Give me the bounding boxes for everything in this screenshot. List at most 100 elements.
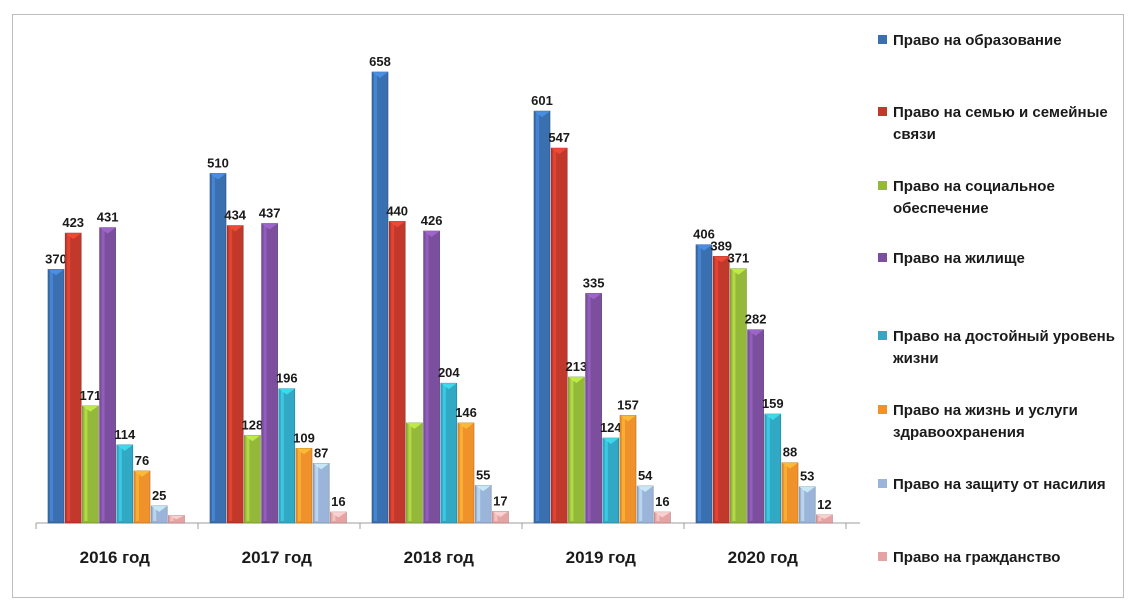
bar-cap bbox=[713, 256, 730, 263]
data-label: 196 bbox=[276, 371, 298, 386]
data-label: 213 bbox=[566, 359, 588, 374]
bar bbox=[712, 256, 730, 524]
data-label: 171 bbox=[80, 388, 102, 403]
data-label: 25 bbox=[152, 488, 166, 503]
bar-cap bbox=[406, 422, 423, 429]
bar-cap bbox=[99, 227, 116, 234]
bar bbox=[388, 221, 406, 524]
bar-highlight bbox=[622, 417, 625, 521]
data-label: 282 bbox=[745, 312, 767, 327]
data-label: 124 bbox=[600, 420, 622, 435]
bar-highlight bbox=[604, 440, 608, 521]
bar-highlight bbox=[50, 271, 53, 521]
legend-item: Право на социальное обеспечение bbox=[878, 176, 1118, 220]
bar bbox=[82, 405, 99, 524]
bar-cap bbox=[764, 414, 781, 421]
chart-frame bbox=[12, 14, 1124, 598]
bar bbox=[816, 514, 833, 524]
bar-highlight bbox=[818, 516, 822, 521]
bar bbox=[150, 505, 168, 524]
bar-highlight bbox=[263, 225, 267, 521]
legend-label: Право на семью и семейные связи bbox=[893, 104, 1108, 143]
bar-cap bbox=[244, 435, 261, 442]
bar-cap bbox=[151, 505, 168, 512]
chart-legend: Право на образование Право на семью и сем… bbox=[878, 0, 1123, 604]
bar bbox=[440, 382, 458, 524]
bar-cap bbox=[492, 511, 509, 518]
data-label: 88 bbox=[783, 445, 797, 460]
bar-cap bbox=[389, 221, 406, 228]
data-label: 423 bbox=[62, 215, 84, 230]
bar-cap bbox=[551, 148, 568, 155]
bar bbox=[747, 329, 764, 524]
bar-highlight bbox=[391, 223, 395, 522]
bar-highlight bbox=[801, 488, 805, 521]
data-label: 204 bbox=[438, 365, 460, 380]
bar-cap bbox=[782, 462, 798, 469]
bar-highlight bbox=[212, 175, 215, 521]
bar bbox=[168, 515, 185, 524]
bar-cap bbox=[330, 512, 347, 518]
bar-cap bbox=[48, 269, 64, 276]
data-label: 128 bbox=[242, 417, 264, 432]
bar-cap bbox=[261, 223, 278, 230]
legend-label: Право на жилище bbox=[893, 250, 1025, 267]
bar-highlight bbox=[784, 464, 787, 521]
bar bbox=[226, 225, 244, 524]
bar-cap bbox=[134, 470, 150, 477]
bar-cap bbox=[313, 463, 330, 470]
bar bbox=[47, 269, 65, 524]
bar-highlight bbox=[153, 507, 157, 521]
bar-cap bbox=[799, 486, 816, 493]
bar-cap bbox=[602, 438, 619, 445]
bar-highlight bbox=[715, 258, 719, 521]
data-label: 406 bbox=[693, 227, 715, 242]
legend-item: Право на достойный уровень жизни bbox=[878, 326, 1118, 370]
bar bbox=[798, 486, 816, 524]
bar-cap bbox=[296, 448, 312, 455]
bar-cap bbox=[116, 444, 133, 451]
bar-highlight bbox=[442, 385, 446, 521]
legend-swatch bbox=[878, 552, 887, 561]
category-label: 2017 год bbox=[242, 548, 313, 567]
data-label: 157 bbox=[617, 397, 639, 412]
bar-highlight bbox=[570, 379, 574, 521]
bar-cap bbox=[475, 485, 492, 492]
bar-highlight bbox=[229, 227, 233, 521]
bar bbox=[244, 434, 261, 524]
bar-cap bbox=[82, 405, 99, 412]
bar-highlight bbox=[698, 246, 701, 522]
bar-cap bbox=[534, 111, 550, 118]
data-label: 547 bbox=[548, 130, 570, 145]
bar-highlight bbox=[101, 229, 105, 522]
legend-swatch bbox=[878, 253, 887, 262]
data-label: 159 bbox=[762, 396, 784, 411]
bar-highlight bbox=[298, 450, 301, 521]
data-label: 510 bbox=[207, 155, 229, 170]
bar bbox=[330, 511, 347, 524]
bar-highlight bbox=[84, 407, 88, 521]
bar bbox=[371, 71, 389, 524]
legend-item: Право на жилище bbox=[878, 248, 1118, 270]
category-label: 2019 год bbox=[566, 548, 637, 567]
legend-swatch bbox=[878, 479, 887, 488]
data-label: 370 bbox=[45, 251, 67, 266]
legend-label: Право на жизнь и услуги здравоохранения bbox=[893, 402, 1078, 441]
data-label: 371 bbox=[728, 251, 750, 266]
bar bbox=[636, 485, 654, 524]
data-label: 12 bbox=[817, 497, 831, 512]
bar-highlight bbox=[639, 487, 643, 521]
legend-label: Право на защиту от насилия bbox=[893, 476, 1106, 493]
bar-highlight bbox=[766, 416, 770, 521]
data-label: 437 bbox=[259, 205, 281, 220]
bar bbox=[278, 388, 296, 524]
legend-swatch bbox=[878, 107, 887, 116]
bar bbox=[764, 413, 782, 524]
bar bbox=[533, 110, 551, 524]
bar bbox=[406, 422, 423, 524]
legend-swatch bbox=[878, 405, 887, 414]
legend-swatch bbox=[878, 181, 887, 190]
bar-cap bbox=[637, 485, 654, 492]
bar-cap bbox=[440, 383, 457, 390]
legend-swatch bbox=[878, 35, 887, 44]
